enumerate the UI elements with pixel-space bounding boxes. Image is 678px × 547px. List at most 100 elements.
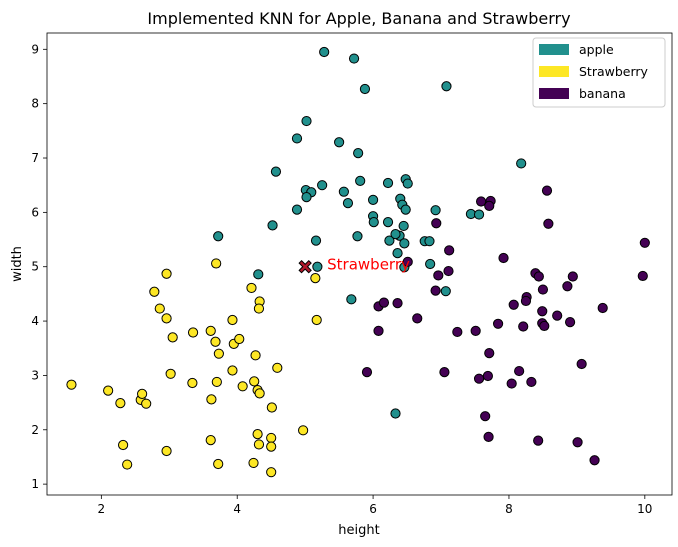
apple-point — [392, 248, 403, 259]
strawberry-point — [310, 273, 321, 284]
apple-point — [355, 175, 366, 186]
strawberry-point — [266, 467, 277, 478]
apple-point — [267, 220, 278, 231]
banana-point — [637, 270, 648, 282]
legend-swatch-strawberry — [539, 66, 569, 77]
banana-point — [373, 325, 384, 336]
banana-point — [378, 297, 390, 308]
apple-point — [399, 238, 410, 249]
x-tick-label: 4 — [233, 502, 241, 516]
legend-label-apple: apple — [579, 42, 614, 57]
strawberry-point — [213, 348, 224, 359]
strawberry-point — [252, 429, 263, 440]
banana-point — [443, 265, 454, 277]
strawberry-point — [249, 376, 260, 387]
x-axis-ticks: 2 4 6 8 10 — [98, 495, 652, 516]
strawberry-point — [205, 435, 216, 446]
y-axis-ticks: 1 2 3 4 5 6 7 8 9 — [31, 42, 47, 491]
plot-frame — [46, 32, 673, 496]
banana-point — [412, 313, 423, 324]
query-layer: Strawberry — [298, 256, 410, 274]
legend-swatch-apple — [539, 44, 569, 55]
strawberry-point — [161, 313, 172, 324]
banana-point — [473, 373, 485, 384]
banana-point — [597, 302, 608, 314]
apple-point — [430, 205, 441, 216]
strawberry-point — [137, 388, 148, 400]
banana-point — [520, 295, 532, 307]
banana-point — [514, 365, 525, 377]
banana-point — [483, 431, 494, 442]
banana-point — [543, 218, 554, 229]
apple-point — [359, 83, 371, 95]
apple-point — [253, 269, 264, 280]
apple-point — [301, 115, 312, 127]
y-tick-label: 1 — [31, 477, 39, 491]
banana-point — [518, 321, 529, 332]
banana-point — [508, 299, 519, 310]
apple-point — [382, 177, 394, 189]
apple-point — [319, 46, 330, 58]
banana-point — [498, 252, 509, 264]
strawberry-point — [149, 286, 160, 297]
strawberry-point — [246, 282, 257, 294]
strawberry-point — [161, 445, 172, 457]
x-tick-label: 2 — [98, 502, 106, 516]
y-tick-label: 2 — [31, 423, 39, 437]
strawberry-point — [210, 336, 221, 347]
banana-point — [361, 367, 373, 378]
apple-point — [402, 178, 413, 189]
apple-point — [310, 235, 322, 246]
banana-point — [482, 370, 493, 382]
banana-point — [564, 317, 576, 328]
banana-point — [430, 285, 441, 296]
plot-area — [47, 33, 672, 495]
banana-point — [541, 185, 553, 196]
y-tick-label: 7 — [31, 151, 39, 165]
banana-point — [526, 376, 537, 388]
x-tick-label: 10 — [637, 502, 652, 516]
strawberry-point — [227, 365, 238, 376]
strawberry-point — [213, 458, 224, 470]
apple-point — [384, 235, 395, 246]
apple-point — [425, 258, 436, 270]
apple-point — [440, 286, 451, 297]
banana-point — [562, 281, 573, 292]
strawberry-point — [253, 303, 265, 314]
apple-point — [398, 220, 409, 232]
banana-point — [433, 270, 444, 281]
apple-point — [270, 166, 282, 177]
strawberry-point — [266, 441, 277, 452]
apple-point — [301, 192, 312, 203]
chart-title: Implemented KNN for Apple, Banana and St… — [147, 9, 570, 28]
strawberry-point — [66, 379, 77, 390]
apple-point — [334, 137, 345, 148]
strawberry-point — [253, 439, 265, 450]
strawberry-point — [272, 362, 283, 373]
banana-point — [470, 325, 481, 336]
apple-point — [390, 408, 401, 419]
banana-point — [639, 237, 650, 248]
y-tick-label: 9 — [31, 42, 39, 56]
apple-point — [213, 231, 224, 242]
banana-point — [439, 367, 450, 378]
apple-point — [441, 81, 452, 92]
banana-point — [402, 256, 413, 267]
banana-point — [484, 348, 495, 359]
y-tick-label: 8 — [31, 97, 39, 111]
query-point-marker — [298, 260, 312, 274]
apple-point — [390, 229, 401, 240]
y-axis-label: width — [10, 246, 25, 282]
apple-point — [291, 133, 303, 144]
banana-point — [392, 298, 403, 309]
apple-point — [473, 209, 485, 220]
strawberry-point — [248, 457, 259, 469]
strawberry-point — [266, 432, 277, 444]
apple-point — [312, 261, 323, 272]
banana-point — [533, 435, 544, 446]
strawberry-point — [205, 325, 216, 336]
x-tick-label: 8 — [505, 502, 513, 516]
strawberry-point — [250, 350, 261, 361]
banana-point — [537, 284, 549, 295]
legend: apple Strawberry banana — [532, 37, 666, 108]
